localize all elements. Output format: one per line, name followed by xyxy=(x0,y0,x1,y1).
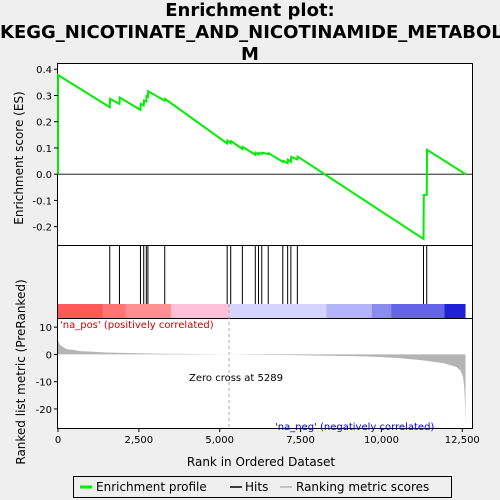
chart-title-line: KEGG_NICOTINATE_AND_NICOTINAMIDE_METABOL… xyxy=(0,22,500,43)
color-bar-segment xyxy=(103,304,126,318)
color-bar-segment xyxy=(391,304,445,318)
x-tick-label: 12,500 xyxy=(445,435,480,446)
x-tick-label: 10,000 xyxy=(364,435,399,446)
legend: Enrichment profile Hits Ranking metric s… xyxy=(73,476,452,498)
x-tick-label: 7,500 xyxy=(286,435,315,446)
color-bar-segment xyxy=(58,304,104,318)
es-y-tick-label: 0.0 xyxy=(36,170,52,181)
metric-y-axis-label: Ranked list metric (PreRanked) xyxy=(14,279,28,464)
color-bar-segment xyxy=(229,304,327,318)
chart-title-line: Enrichment plot: xyxy=(165,0,335,21)
es-y-tick-label: 0.4 xyxy=(36,65,52,76)
es-y-axis-label: Enrichment score (ES) xyxy=(12,91,26,224)
metric-y-tick-label: 0 xyxy=(46,350,52,361)
enrichment-profile-line xyxy=(57,73,467,241)
es-y-tick-label: 0.3 xyxy=(36,91,52,102)
pos-correlated-label: 'na_pos' (positively correlated) xyxy=(60,320,214,331)
metric-y-tick-label: 10 xyxy=(39,323,52,334)
legend-enrichment-label: Enrichment profile xyxy=(96,480,207,494)
legend-metric-label: Ranking metric scores xyxy=(296,480,429,494)
color-bar-segment xyxy=(444,304,466,318)
es-panel-frame xyxy=(57,63,473,319)
legend-hits-label: Hits xyxy=(245,480,268,494)
x-tick-label: 0 xyxy=(55,435,61,446)
color-bar-segment xyxy=(171,304,230,318)
metric-y-tick-label: -10 xyxy=(36,378,52,389)
x-tick-label: 2,500 xyxy=(125,435,154,446)
color-bar-segment xyxy=(125,304,172,318)
chart-title-line: M xyxy=(241,44,259,65)
zero-cross-label: Zero cross at 5289 xyxy=(189,373,283,384)
x-tick-label: 5,000 xyxy=(205,435,234,446)
metric-y-tick-label: -20 xyxy=(36,405,52,416)
es-y-tick-label: 0.2 xyxy=(36,118,52,129)
metric-panel-frame xyxy=(57,318,473,429)
chart-title: Enrichment plot: KEGG_NICOTINATE_AND_NICO… xyxy=(0,0,500,66)
neg-correlated-label: 'na_neg' (negatively correlated) xyxy=(275,422,434,433)
es-y-tick-label: -0.1 xyxy=(32,196,52,207)
color-bar-segment xyxy=(371,304,392,318)
color-bar-segment xyxy=(326,304,372,318)
es-y-tick-label: -0.2 xyxy=(32,223,52,234)
legend-box xyxy=(73,476,452,498)
x-axis-label: Rank in Ordered Dataset xyxy=(187,455,335,469)
es-y-tick-label: 0.1 xyxy=(36,144,52,155)
